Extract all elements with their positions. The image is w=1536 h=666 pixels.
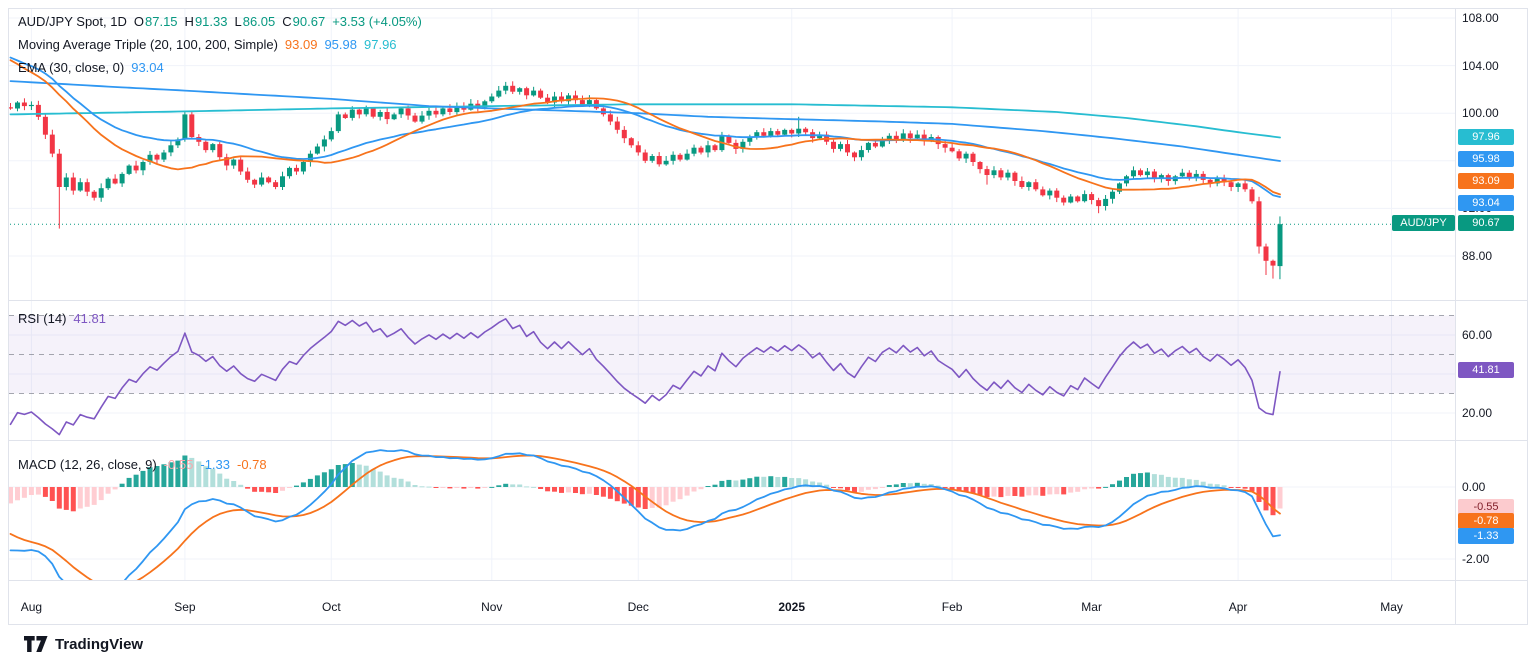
ema-label[interactable]: EMA (30, close, 0): [18, 60, 125, 75]
pane-separators: [8, 8, 1528, 625]
ma-price-badge: 93.09: [1458, 173, 1514, 189]
macd-legend-row[interactable]: MACD (12, 26, close, 9) -0.55 -1.33 -0.7…: [18, 457, 267, 472]
ema-legend-row[interactable]: EMA (30, close, 0) 93.04: [18, 60, 164, 75]
macd-pane[interactable]: [8, 449, 1455, 600]
macd-value-badge: -0.55: [1458, 499, 1514, 515]
macd-signal-value: -0.78: [237, 457, 267, 472]
symbol-title[interactable]: AUD/JPY Spot, 1D: [18, 14, 127, 29]
ma-triple-legend-row[interactable]: Moving Average Triple (20, 100, 200, Sim…: [18, 37, 397, 52]
macd-axis-label[interactable]: -2.00: [1462, 552, 1490, 566]
time-axis-label-aug[interactable]: Aug: [20, 600, 43, 614]
time-axis-label-apr[interactable]: Apr: [1228, 600, 1248, 614]
time-axis-label-mar[interactable]: Mar: [1081, 600, 1102, 614]
time-axis-label-feb[interactable]: Feb: [941, 600, 963, 614]
ema-value: 93.04: [131, 60, 164, 75]
time-axis-label-oct[interactable]: Oct: [322, 600, 341, 614]
time-axis-label-2025[interactable]: 2025: [778, 600, 806, 614]
tradingview-logo-icon: [24, 636, 48, 653]
ma-price-badge: 95.98: [1458, 151, 1514, 167]
rsi-label[interactable]: RSI (14): [18, 311, 67, 326]
time-axis-label-dec[interactable]: Dec: [627, 600, 649, 614]
price-pane[interactable]: [8, 17, 1455, 280]
macd-axis-label[interactable]: 0.00: [1462, 480, 1486, 494]
symbol-name-badge: AUD/JPY: [1392, 215, 1455, 231]
price-axis-label[interactable]: 104.00: [1462, 58, 1499, 73]
ohlc-low: L 86.05: [234, 14, 276, 29]
ma-price-badge: 93.04: [1458, 195, 1514, 211]
macd-value-badge: -0.78: [1458, 513, 1514, 529]
price-axis-label[interactable]: 100.00: [1462, 106, 1499, 121]
ma-price-badge: 97.96: [1458, 129, 1514, 145]
macd-line-value: -1.33: [200, 457, 230, 472]
ohlc-open: O 87.15: [133, 14, 178, 29]
rsi-axis-label[interactable]: 60.00: [1462, 328, 1493, 342]
macd-label[interactable]: MACD (12, 26, close, 9): [18, 457, 157, 472]
sma100-value: 95.98: [324, 37, 357, 52]
macd-histogram: [9, 455, 1283, 516]
rsi-axis-label[interactable]: 20.00: [1462, 406, 1493, 420]
time-axis-label-sep[interactable]: Sep: [174, 600, 196, 614]
price-axis-label[interactable]: 108.00: [1462, 11, 1499, 25]
rsi-value: 41.81: [73, 311, 106, 326]
tradingview-logo-text: TradingView: [55, 636, 144, 653]
ohlc-close: C 90.67: [282, 14, 326, 29]
ohlc-high: H 91.33: [184, 14, 228, 29]
last-price-badge: 90.67: [1458, 215, 1514, 231]
rsi-pane[interactable]: [9, 315, 1455, 436]
time-axis-label-may[interactable]: May: [1380, 600, 1403, 614]
change-value: +3.53 (+4.05%): [332, 14, 422, 29]
ma-triple-label[interactable]: Moving Average Triple (20, 100, 200, Sim…: [18, 37, 278, 52]
price-axis-label[interactable]: 88.00: [1462, 249, 1493, 263]
sma20-value: 93.09: [284, 37, 318, 52]
grid-vertical-lines: [30, 9, 1392, 580]
macd-value-badge: -1.33: [1458, 528, 1514, 544]
rsi-legend-row[interactable]: RSI (14) 41.81: [18, 311, 106, 326]
sma200-value: 97.96: [364, 37, 397, 52]
rsi-value-badge: 41.81: [1458, 362, 1514, 378]
tradingview-logo[interactable]: TradingView: [24, 636, 143, 653]
time-axis-label-nov[interactable]: Nov: [481, 600, 503, 614]
macd-hist-value: -0.55: [163, 457, 194, 472]
